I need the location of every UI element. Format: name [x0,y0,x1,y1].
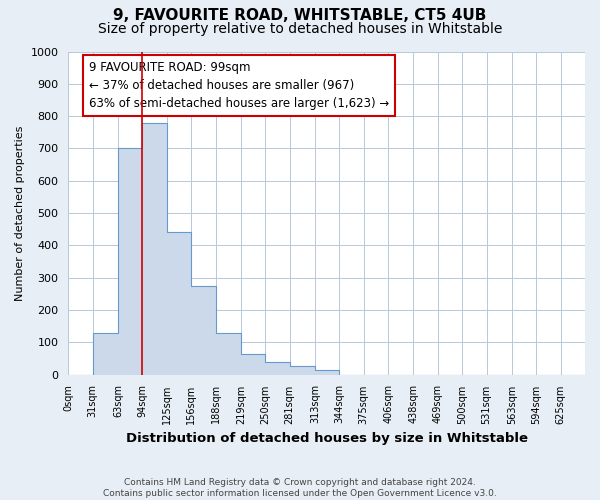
Text: Size of property relative to detached houses in Whitstable: Size of property relative to detached ho… [98,22,502,36]
Text: Contains HM Land Registry data © Crown copyright and database right 2024.
Contai: Contains HM Land Registry data © Crown c… [103,478,497,498]
Text: 9 FAVOURITE ROAD: 99sqm
← 37% of detached houses are smaller (967)
63% of semi-d: 9 FAVOURITE ROAD: 99sqm ← 37% of detache… [89,61,389,110]
X-axis label: Distribution of detached houses by size in Whitstable: Distribution of detached houses by size … [125,432,527,445]
Text: 9, FAVOURITE ROAD, WHITSTABLE, CT5 4UB: 9, FAVOURITE ROAD, WHITSTABLE, CT5 4UB [113,8,487,22]
Y-axis label: Number of detached properties: Number of detached properties [15,126,25,300]
